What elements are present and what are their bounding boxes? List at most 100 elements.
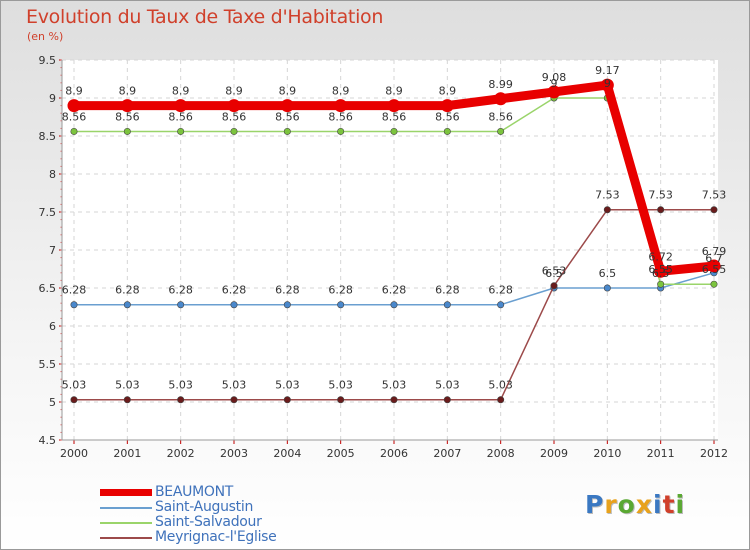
data-label: 8.9: [172, 85, 190, 98]
x-tick-label: 2012: [700, 447, 728, 460]
data-point-1: [177, 301, 185, 309]
x-tick-label: 2008: [487, 447, 515, 460]
data-point-1: [70, 301, 78, 309]
data-label: 6.5: [545, 267, 563, 280]
data-point-beaumont: [600, 78, 614, 92]
x-tick-label: 2004: [273, 447, 301, 460]
data-point-beaumont: [67, 99, 81, 113]
data-label: 5.03: [435, 379, 460, 392]
data-label: 5.03: [328, 379, 353, 392]
data-label: 7.53: [702, 189, 727, 202]
data-point-1: [497, 301, 505, 309]
x-tick-label: 2006: [380, 447, 408, 460]
logo-letter: o: [617, 490, 636, 519]
data-label: 6.53: [542, 265, 567, 278]
data-label: 8.9: [119, 85, 137, 98]
y-tick-label: 5: [49, 396, 56, 409]
data-point-2: [497, 127, 505, 135]
data-label: 8.9: [439, 85, 457, 98]
y-tick-label: 9: [49, 92, 56, 105]
data-label: 6.28: [435, 284, 460, 297]
data-point-beaumont: [174, 99, 188, 113]
proxiti-logo: Proxiti: [585, 490, 685, 519]
data-label: 8.9: [279, 85, 297, 98]
x-tick-label: 2011: [647, 447, 675, 460]
data-label: 8.9: [225, 85, 243, 98]
data-point-2: [123, 127, 131, 135]
y-tick-label: 5.5: [39, 358, 57, 371]
data-point-beaumont: [387, 99, 401, 113]
data-label: 9: [604, 77, 611, 90]
data-label: 7.53: [595, 189, 620, 202]
data-label: 6.28: [222, 284, 247, 297]
data-label: 5.03: [168, 379, 193, 392]
data-point-1: [337, 301, 345, 309]
logo-letter: i: [653, 490, 663, 519]
data-point-3: [390, 396, 398, 404]
logo-letter: P: [585, 490, 605, 519]
data-label: 6.28: [382, 284, 407, 297]
legend-swatch-meyrignac: [100, 537, 152, 539]
y-tick-label: 9.5: [39, 54, 57, 67]
logo-letter: x: [635, 490, 653, 519]
data-point-1: [123, 301, 131, 309]
data-point-1: [443, 301, 451, 309]
legend-label-beaumont: BEAUMONT: [155, 484, 233, 500]
data-label: 8.9: [65, 85, 83, 98]
data-label: 8.9: [385, 85, 403, 98]
logo-letter: t: [662, 490, 676, 519]
data-point-1: [230, 301, 238, 309]
x-tick-label: 2005: [327, 447, 355, 460]
x-tick-label: 2001: [113, 447, 141, 460]
legend-swatch-saint-augustin: [100, 507, 152, 509]
y-tick-label: 8: [49, 168, 56, 181]
data-point-3: [497, 396, 505, 404]
data-label: 9.08: [542, 71, 567, 84]
data-point-beaumont: [227, 99, 241, 113]
data-point-3: [283, 396, 291, 404]
data-point-2: [230, 127, 238, 135]
legend-label-saint-salvadour: Saint-Salvadour: [155, 514, 262, 530]
y-tick-label: 4.5: [39, 434, 57, 447]
x-tick-label: 2007: [433, 447, 461, 460]
data-point-2: [70, 127, 78, 135]
data-label: 8.56: [222, 110, 247, 123]
data-point-2: [443, 127, 451, 135]
data-label: 5.03: [382, 379, 407, 392]
chart-title: Evolution du Taux de Taxe d'Habitation: [26, 6, 384, 28]
data-label: 8.56: [382, 110, 407, 123]
data-label: 6.28: [275, 284, 300, 297]
data-point-2: [710, 280, 718, 288]
data-label: 8.56: [168, 110, 193, 123]
data-point-2: [390, 127, 398, 135]
data-label: 5.03: [62, 379, 87, 392]
data-label: 6.72: [648, 250, 673, 263]
y-tick-label: 6: [49, 320, 56, 333]
data-label: 8.56: [115, 110, 140, 123]
data-point-1: [603, 284, 611, 292]
legend-label-meyrignac: Meyrignac-l'Eglise: [155, 529, 277, 545]
data-label: 6.28: [115, 284, 140, 297]
y-tick-label: 7.5: [39, 206, 57, 219]
data-point-3: [177, 396, 185, 404]
chart-unit-label: (en %): [27, 30, 64, 43]
data-label: 8.9: [332, 85, 350, 98]
x-tick-label: 2000: [60, 447, 88, 460]
data-point-3: [337, 396, 345, 404]
data-point-3: [70, 396, 78, 404]
data-label: 5.03: [275, 379, 300, 392]
data-point-3: [230, 396, 238, 404]
data-point-beaumont: [654, 264, 668, 278]
x-tick-label: 2002: [167, 447, 195, 460]
legend-swatch-beaumont: [100, 489, 152, 496]
data-label: 8.56: [275, 110, 300, 123]
data-label: 6.28: [488, 284, 513, 297]
data-point-2: [657, 280, 665, 288]
data-label: 8.56: [488, 110, 513, 123]
data-label: 5.03: [222, 379, 247, 392]
x-tick-label: 2003: [220, 447, 248, 460]
data-label: 8.56: [62, 110, 87, 123]
data-point-beaumont: [494, 92, 508, 106]
data-label: 6.28: [62, 284, 87, 297]
